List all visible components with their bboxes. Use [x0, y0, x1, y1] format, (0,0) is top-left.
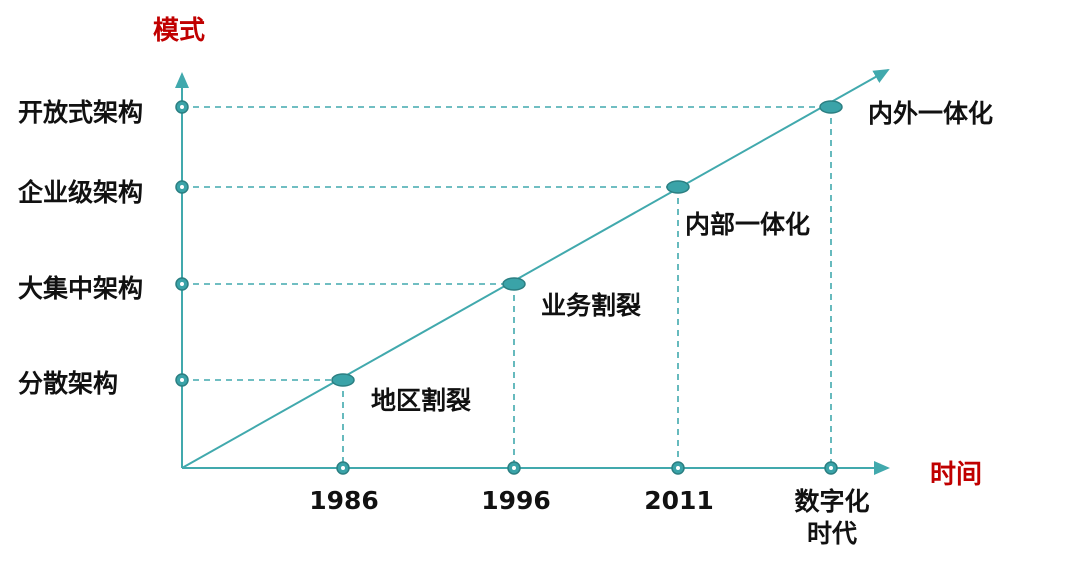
stage-point	[819, 100, 843, 114]
y-level-label: 开放式架构	[18, 98, 144, 127]
x-axis-title: 时间	[930, 460, 983, 490]
stage-label: 业务割裂	[541, 291, 642, 320]
y-level-label: 大集中架构	[18, 274, 144, 303]
markers	[175, 100, 843, 475]
x-tick-label-line: 数字化	[794, 487, 870, 516]
x-tick-label-line: 时代	[806, 519, 857, 548]
stage-label: 内外一体化	[868, 99, 994, 128]
guide-lines	[182, 106, 832, 468]
stage-point	[331, 373, 355, 387]
stage-point	[666, 180, 690, 194]
x-tick-label: 1996	[481, 486, 551, 515]
y-tick-marker-center	[180, 105, 184, 109]
x-tick-marker-center	[676, 466, 680, 470]
y-axis-title: 模式	[153, 16, 206, 46]
stage-label: 内部一体化	[685, 210, 811, 239]
stage-point	[502, 277, 526, 291]
x-tick-marker-center	[341, 466, 345, 470]
y-level-label: 分散架构	[18, 369, 119, 398]
x-tick-marker-center	[512, 466, 516, 470]
trend-line	[181, 69, 890, 469]
y-tick-marker-center	[180, 185, 184, 189]
x-tick-label: 1986	[309, 486, 379, 515]
y-level-label: 企业级架构	[18, 178, 144, 207]
x-tick-label: 2011	[644, 486, 714, 515]
stage-label: 地区割裂	[371, 386, 472, 415]
x-tick-marker-center	[829, 466, 833, 470]
y-tick-marker-center	[180, 378, 184, 382]
y-tick-marker-center	[180, 282, 184, 286]
x-tick-label: 数字化 时代	[772, 486, 892, 550]
